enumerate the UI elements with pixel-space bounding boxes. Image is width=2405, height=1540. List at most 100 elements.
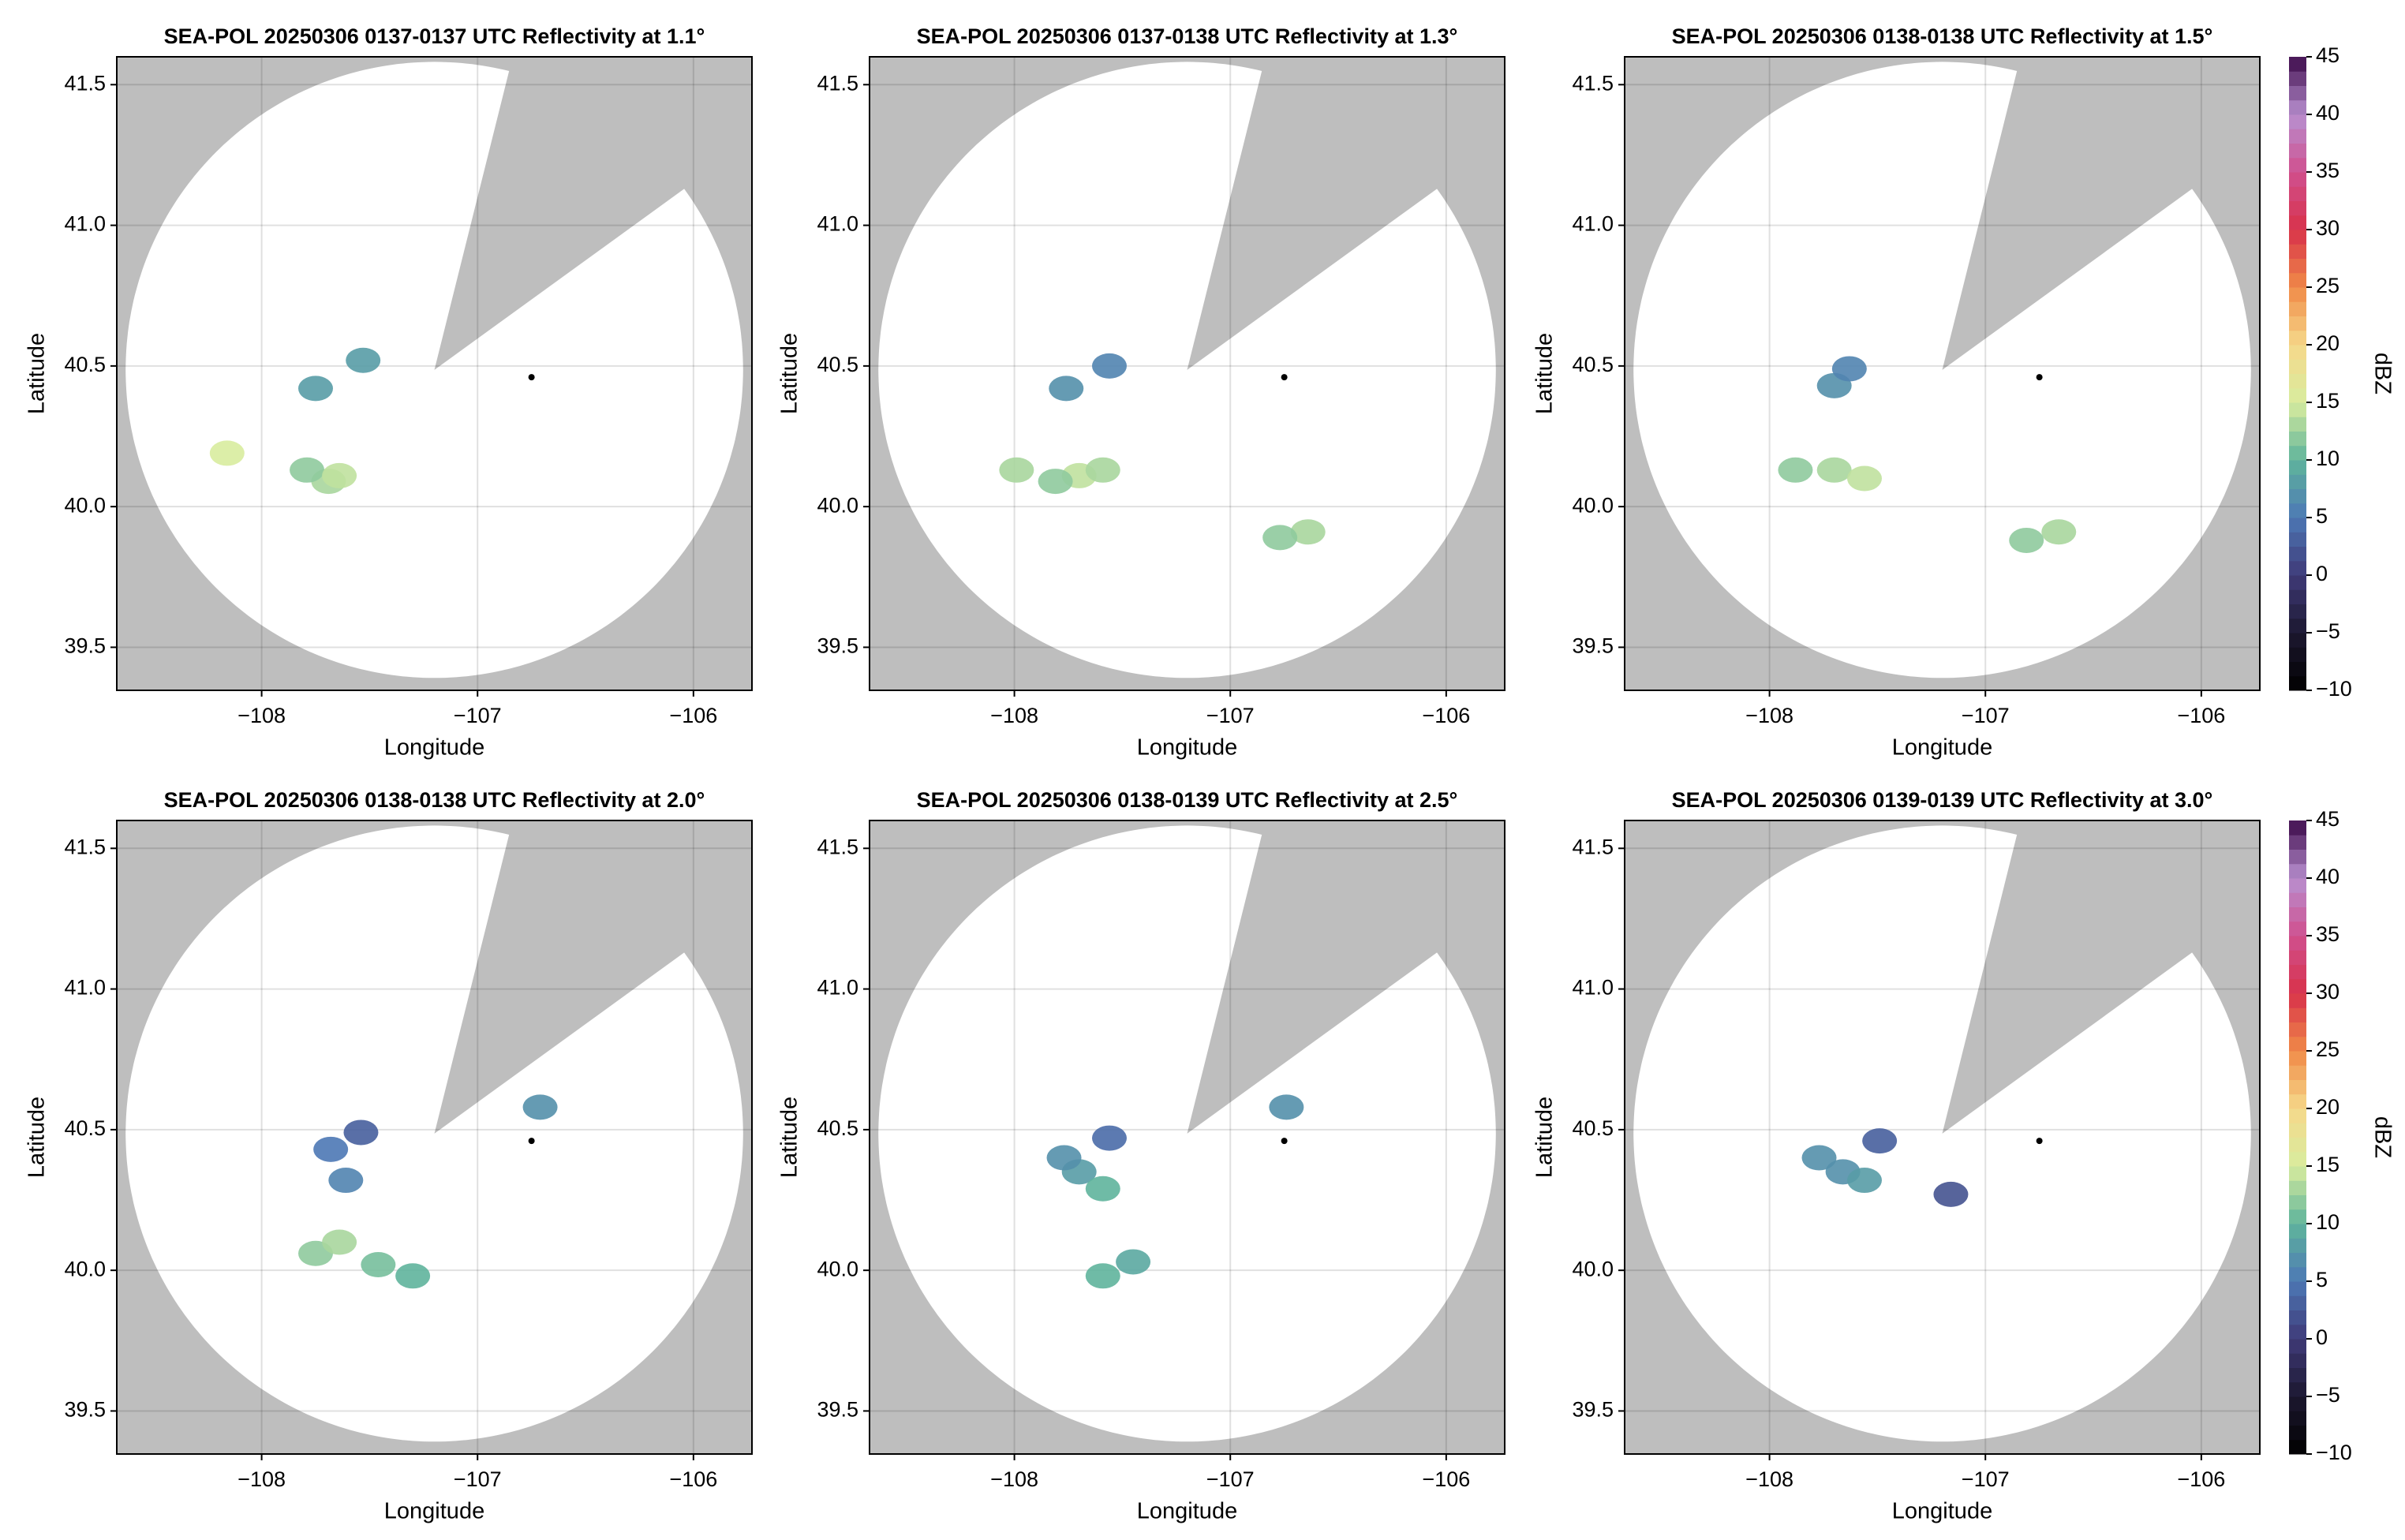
y-tick-label: 41.5 (1572, 71, 1614, 95)
y-tick-label: 40.0 (1572, 493, 1614, 517)
x-tick-label: −106 (1422, 1467, 1470, 1491)
y-tick-label: 39.5 (64, 1398, 106, 1422)
y-tick-label: 41.5 (64, 835, 106, 858)
colorbar-segment (2289, 1266, 2306, 1282)
y-axis-label: Latitude (24, 333, 50, 414)
colorbar-segment (2289, 546, 2306, 562)
echo (1801, 1145, 1837, 1171)
y-axis-label: Latitude (1532, 1097, 1558, 1178)
colorbar-segment (2289, 1238, 2306, 1253)
colorbar-tick-label: 0 (2316, 1325, 2328, 1349)
colorbar-segment (2289, 1007, 2306, 1022)
plot-frame (869, 820, 1505, 1455)
colorbar-segment (2289, 1180, 2306, 1195)
echo (290, 457, 325, 483)
colorbar-segment (2289, 604, 2306, 619)
colorbar-segment (2289, 1411, 2306, 1426)
colorbar-segment (2289, 230, 2306, 245)
colorbar-segment (2289, 474, 2306, 489)
colorbar-segment (2289, 1137, 2306, 1153)
x-tick-label: −106 (669, 1467, 717, 1491)
colorbar-tick-label: 10 (2316, 447, 2340, 470)
colorbar-segment (2289, 1151, 2306, 1167)
x-axis-label: Longitude (1137, 1499, 1237, 1524)
echo (298, 376, 334, 402)
y-tick-label: 41.5 (64, 71, 106, 95)
colorbar-segment (2289, 878, 2306, 893)
colorbar-tick-label: 5 (2316, 1268, 2328, 1291)
echo (209, 440, 245, 466)
x-tick-label: −107 (1962, 704, 2010, 727)
echo (999, 457, 1034, 483)
colorbar-tick-label: 15 (2316, 1153, 2340, 1176)
echo (1085, 1263, 1120, 1289)
x-axis-label: Longitude (1892, 735, 1992, 761)
colorbar-segment (2289, 892, 2306, 907)
chart-title: SEA-POL 20250306 0138-0138 UTC Reflectiv… (1672, 24, 2213, 48)
radar-location (2036, 374, 2043, 381)
y-tick-label: 41.0 (64, 212, 106, 236)
radar-coverage (1633, 825, 2251, 1442)
colorbar-segment (2289, 1425, 2306, 1441)
colorbar-tick-label: 15 (2316, 389, 2340, 413)
colorbar-segment (2289, 417, 2306, 432)
x-tick-label: −106 (2177, 704, 2225, 727)
colorbar-tick-label: −10 (2316, 677, 2352, 701)
echo (1085, 1176, 1120, 1202)
panel: −108 −107 −106 39.5 40.0 40.5 41.0 41.5 SEA-POL … (24, 788, 753, 1524)
colorbar-segment (2289, 330, 2306, 346)
y-tick-label: 40.5 (1572, 1116, 1614, 1140)
echo (1262, 525, 1298, 551)
colorbar-tick-label: 35 (2316, 159, 2340, 182)
colorbar-segment (2289, 950, 2306, 965)
colorbar-segment (2289, 560, 2306, 576)
colorbar-segment (2289, 172, 2306, 187)
radar-location (528, 1138, 535, 1145)
echo (328, 1168, 364, 1194)
x-tick-label: −107 (454, 704, 502, 727)
colorbar-segment (2289, 215, 2306, 230)
plot-frame (116, 56, 753, 691)
colorbar-segment (2289, 936, 2306, 951)
colorbar-tick-label: 20 (2316, 331, 2340, 355)
radar-coverage (125, 825, 743, 1442)
echo (1831, 356, 1867, 382)
y-tick-label: 39.5 (1572, 1398, 1614, 1422)
colorbar-segment (2289, 1310, 2306, 1325)
colorbar-segment (2289, 1093, 2306, 1109)
panel: −108 −107 −106 39.5 40.0 40.5 41.0 41.5 SEA-POL … (24, 24, 753, 761)
colorbar-segment (2289, 272, 2306, 288)
y-tick-label: 40.5 (1572, 353, 1614, 376)
plot-frame (116, 820, 753, 1455)
colorbar-segment (2289, 1339, 2306, 1354)
echo (1816, 457, 1852, 483)
colorbar-segment (2289, 1123, 2306, 1138)
colorbar-segment (2289, 589, 2306, 604)
x-tick-label: −108 (990, 704, 1038, 727)
y-tick-label: 39.5 (64, 634, 106, 658)
echo (1862, 1128, 1898, 1154)
x-tick-label: −108 (1745, 704, 1793, 727)
colorbar-segment (2289, 964, 2306, 980)
echo (1933, 1181, 1969, 1207)
colorbar-segment (2289, 1353, 2306, 1368)
colorbar-segment (2289, 301, 2306, 316)
chart-title: SEA-POL 20250306 0137-0138 UTC Reflectiv… (917, 24, 1458, 48)
colorbar-segment (2289, 1252, 2306, 1268)
colorbar-segment (2289, 1065, 2306, 1080)
colorbar-segment (2289, 1281, 2306, 1296)
colorbar-segment (2289, 675, 2306, 691)
x-axis-label: Longitude (384, 735, 484, 761)
y-tick-label: 39.5 (817, 1398, 858, 1422)
colorbar-segment (2289, 129, 2306, 144)
x-axis-label: Longitude (1137, 735, 1237, 761)
y-tick-label: 40.0 (64, 493, 106, 517)
y-tick-label: 41.0 (817, 976, 858, 1000)
echo (322, 1229, 357, 1255)
colorbar-segment (2289, 633, 2306, 648)
y-tick-label: 40.5 (64, 353, 106, 376)
plot-area (1625, 820, 2260, 1454)
colorbar-segment (2289, 618, 2306, 634)
colorbar-segment (2289, 1439, 2306, 1455)
